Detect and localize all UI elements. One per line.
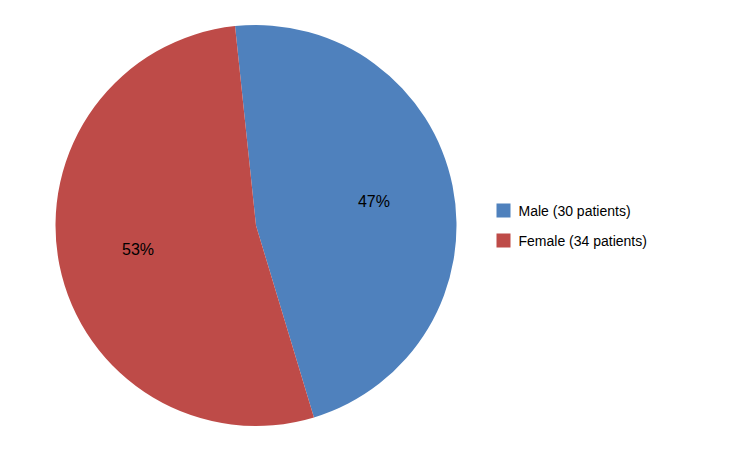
legend-label: Male (30 patients) xyxy=(519,203,631,219)
data-labels: 47% 53% xyxy=(122,193,390,258)
chart: 47% 53% Male (30 patients) Female (34 patie… xyxy=(0,0,752,451)
legend-swatch xyxy=(497,234,511,248)
pie xyxy=(56,25,457,426)
legend-item: Male (30 patients) xyxy=(497,203,631,219)
legend-item: Female (34 patients) xyxy=(497,233,647,249)
legend-swatch xyxy=(497,204,511,218)
pie-slice xyxy=(56,26,314,426)
legend: Male (30 patients) Female (34 patients) xyxy=(497,203,647,249)
legend-label: Female (34 patients) xyxy=(519,233,647,249)
data-label: 47% xyxy=(358,193,390,210)
data-label: 53% xyxy=(122,241,154,258)
